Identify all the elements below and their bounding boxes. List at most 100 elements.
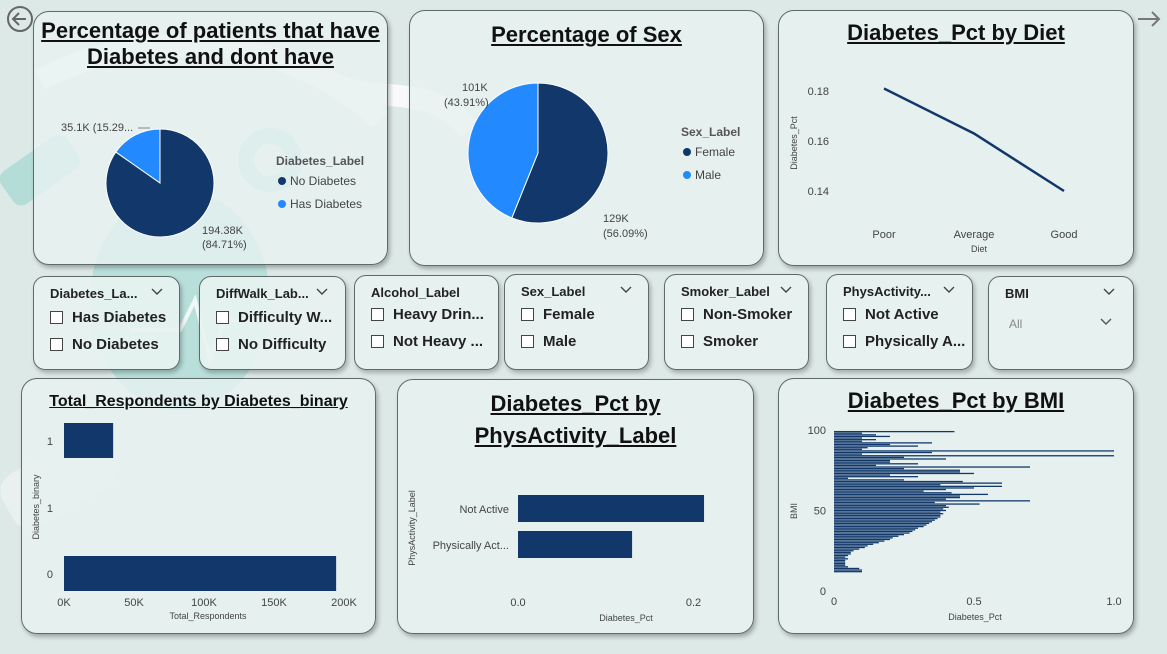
x-axis-label: Diabetes_Pct [948,612,1002,622]
chevron-down-icon[interactable] [620,286,632,294]
bmi-bar [834,495,960,497]
slicer-option[interactable]: Smoker [681,332,758,350]
bmi-bar [834,435,890,438]
x-tick-label: 150K [261,597,287,609]
legend-item-no-diabetes[interactable]: No Diabetes [290,174,356,188]
bmi-bar [834,476,918,478]
checkbox[interactable] [681,307,694,321]
y-tick-label: 0.16 [808,136,829,148]
x-axis-label: Diet [971,244,988,254]
legend-marker-female [683,148,691,156]
bmi-bar [834,545,868,547]
bmi-bar [834,548,860,550]
checkbox[interactable] [50,310,63,324]
bmi-bar [834,559,846,562]
checkbox[interactable] [50,337,63,351]
y-tick-label: Not Active [459,504,509,516]
chevron-down-icon[interactable] [316,288,328,296]
legend-item-has-diabetes[interactable]: Has Diabetes [290,197,362,211]
bmi-bar [834,509,946,512]
chevron-down-icon[interactable] [151,288,163,296]
physact-bar-card: Diabetes_Pct by PhysActivity_Label PhysA… [397,379,754,634]
slicer-diffwalk-header: DiffWalk_Lab... [216,286,309,301]
chevron-down-icon[interactable] [943,286,955,294]
bmi-bar [834,514,941,516]
bmi-bar [834,513,944,515]
slicer-bmi-header: BMI [1005,286,1029,301]
checkbox[interactable] [843,334,856,348]
x-axis-label: Total_Respondents [169,611,247,621]
slicer-smoker[interactable]: Smoker_Label Non-Smoker Smoker [664,274,809,370]
bmi-bar [834,503,980,505]
legend-item-male[interactable]: Male [695,168,721,182]
slicer-option[interactable]: Not Active [843,305,939,323]
physact-bar-chart: PhysActivity_Label Diabetes_Pct Not Acti… [407,490,705,623]
back-arrow-icon[interactable] [5,4,35,34]
bmi-bar [834,455,1114,457]
slicer-option[interactable]: Male [521,332,576,350]
checkbox[interactable] [521,334,534,348]
bmi-bar [834,551,851,554]
bmi-bar [834,445,918,447]
bmi-bar [834,530,913,533]
pie-label-has-diabetes: 35.1K (15.29... [61,122,133,134]
chevron-down-icon[interactable] [1100,318,1112,326]
bmi-bar [834,458,946,460]
bmi-bar [834,516,941,518]
slicer-sex[interactable]: Sex_Label Female Male [504,274,649,370]
slicer-option[interactable]: Not Heavy ... [371,332,483,350]
legend-item-female[interactable]: Female [695,145,735,159]
pie-label-no-diabetes-value: 194.38K [202,225,244,237]
bmi-bar [834,490,924,492]
checkbox[interactable] [371,307,384,321]
slicer-option[interactable]: Female [521,305,595,323]
pie-label-male-value: 101K [462,82,488,94]
checkbox[interactable] [216,310,229,324]
diet-line-chart: Diabetes_Pct Diet 0.14 0.16 0.18 Poor Averag… [789,86,1077,254]
slicer-option[interactable]: Non-Smoker [681,305,792,323]
checkbox[interactable] [681,334,694,348]
bmi-bar [834,500,1030,502]
checkbox[interactable] [371,334,384,348]
slicer-diabetes[interactable]: Diabetes_La... Has Diabetes No Diabetes [33,276,180,370]
legend-marker-male [683,171,691,179]
bmi-bar [834,517,938,520]
slicer-diffwalk[interactable]: DiffWalk_Lab... Difficulty W... No Diffi… [199,276,346,370]
x-tick-label: 0K [57,597,71,609]
slicer-bmi[interactable]: BMI All [988,276,1134,370]
bmi-bar [834,556,846,558]
forward-arrow-icon[interactable] [1134,4,1164,34]
checkbox[interactable] [843,307,856,321]
bmi-bar [834,567,860,570]
pie-label-female-pct: (56.09%) [603,228,648,240]
slicer-physactivity[interactable]: PhysActivity... Not Active Physically A.… [826,274,973,370]
slicer-option[interactable]: No Diabetes [50,335,159,353]
slicer-option[interactable]: Heavy Drin... [371,305,484,323]
slicer-option[interactable]: Physically A... [843,332,965,350]
chevron-down-icon[interactable] [780,286,792,294]
slicer-option[interactable]: No Difficulty [216,335,326,353]
bmi-bar [834,474,890,476]
slicer-option[interactable]: Has Diabetes [50,308,166,326]
x-tick-label: 0 [831,596,837,608]
slicer-option[interactable]: Difficulty W... [216,308,332,326]
diabetes-pie-title: Percentage of patients that have Diabete… [41,18,380,70]
bmi-bar [834,561,846,563]
sex-pie-chart: 101K (43.91%) 129K (56.09%) Sex_Label Fe… [444,82,740,240]
slicer-physactivity-header: PhysActivity... [843,284,931,299]
bmi-bar [834,434,876,436]
x-tick-label: 1.0 [1106,596,1121,608]
slicer-alcohol[interactable]: Alcohol_Label Heavy Drin... Not Heavy ..… [354,275,499,370]
bmi-bar [834,505,946,507]
bmi-bar [834,469,960,471]
checkbox[interactable] [216,337,229,351]
checkbox[interactable] [521,307,534,321]
chevron-down-icon[interactable] [1103,288,1115,296]
bmi-bar [834,443,890,446]
bmi-bar [834,550,854,552]
respondents-bar-card: Total_Respondents by Diabetes_binary Dia… [21,378,376,634]
bmi-bar [834,501,935,504]
diet-line-title: Diabetes_Pct by Diet [847,20,1065,45]
bmi-bar [834,553,851,555]
slicer-bmi-dropdown[interactable]: All [1009,315,1121,333]
